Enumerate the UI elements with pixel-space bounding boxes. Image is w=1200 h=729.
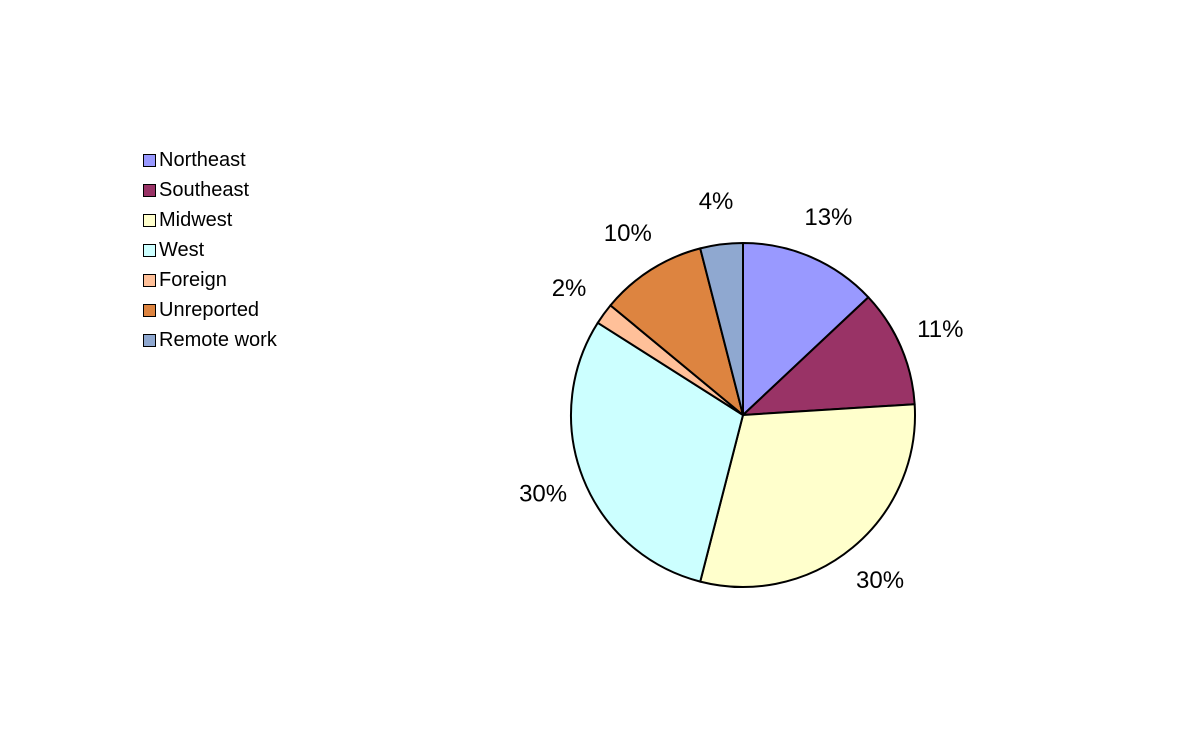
legend-label-unreported: Unreported <box>159 299 260 321</box>
legend-swatch-southeast <box>143 183 156 197</box>
legend-swatch-west <box>143 243 156 257</box>
pie-slice-southeast <box>742 296 916 416</box>
legend-item-southeast: Southeast <box>143 175 277 205</box>
legend-label-northeast: Northeast <box>159 149 246 171</box>
data-label-northeast: 13% <box>804 204 852 231</box>
data-label-west: 30% <box>519 481 567 508</box>
legend-item-west: West <box>143 235 277 265</box>
legend-item-midwest: Midwest <box>143 205 277 235</box>
pie-slice-unreported <box>609 247 744 416</box>
legend-item-northeast: Northeast <box>143 145 277 175</box>
data-label-southeast: 11% <box>917 316 963 343</box>
legend-label-midwest: Midwest <box>159 209 233 231</box>
legend-item-unreported: Unreported <box>143 295 277 325</box>
pie-slice-remote-work <box>699 242 744 416</box>
data-label-remote-work: 4% <box>699 188 734 215</box>
legend-swatch-northeast <box>143 153 156 167</box>
pie-data-labels: 13% 11% 30% 30% 2% 10% 4% <box>519 188 963 594</box>
pie-slice-northeast <box>742 242 870 416</box>
legend-label-west: West <box>159 239 205 261</box>
legend-item-remote-work: Remote work <box>143 325 277 355</box>
pie-slice-midwest <box>699 403 916 588</box>
legend-label-foreign: Foreign <box>159 269 227 291</box>
data-label-unreported: 10% <box>604 220 652 247</box>
legend-label-southeast: Southeast <box>159 179 250 201</box>
legend: Northeast Southeast Midwest West Foreign… <box>143 145 277 355</box>
legend-swatch-remote-work <box>143 333 156 347</box>
pie-slices <box>570 242 916 588</box>
legend-swatch-foreign <box>143 273 156 287</box>
legend-label-remote-work: Remote work <box>159 329 277 351</box>
legend-swatch-unreported <box>143 303 156 317</box>
pie-slice-west <box>570 321 744 583</box>
data-label-midwest: 30% <box>856 567 904 594</box>
legend-item-foreign: Foreign <box>143 265 277 295</box>
data-label-foreign: 2% <box>552 275 587 302</box>
legend-swatch-midwest <box>143 213 156 227</box>
